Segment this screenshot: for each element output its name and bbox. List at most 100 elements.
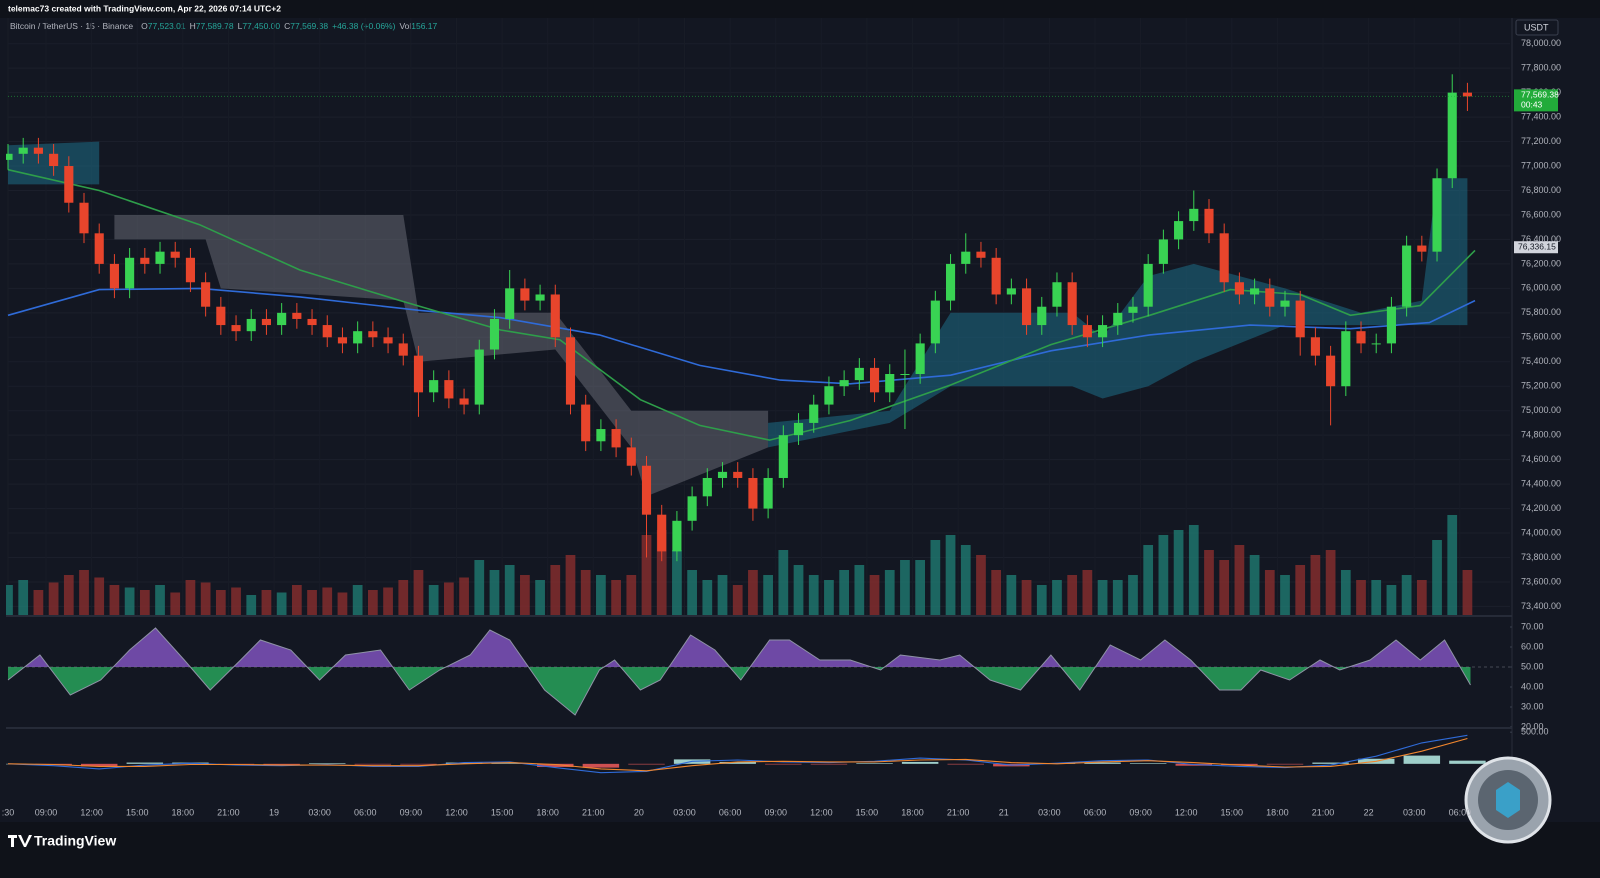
volume-bar [291, 585, 302, 615]
volume-bar [748, 570, 758, 615]
volume-bar [960, 545, 971, 615]
macd-line [7, 734, 1468, 774]
y-tick-label: 20.00 [1521, 721, 1544, 731]
candle-body [976, 251, 986, 258]
macd-histogram-bar [1403, 755, 1441, 764]
currency-box[interactable] [1515, 19, 1559, 36]
macd-histogram-bar [400, 763, 437, 765]
y-tick-label: 60.00 [1521, 641, 1544, 651]
volume-value: 156.17 [411, 21, 437, 31]
macd-histogram-bar [719, 761, 756, 764]
volume-bar [1249, 555, 1260, 615]
candle-body [307, 318, 317, 326]
candle-body [657, 514, 667, 552]
volume-bar [656, 530, 667, 615]
candle-body [231, 325, 241, 332]
candle-body [945, 263, 956, 301]
currency[interactable]: USDT [1524, 22, 1549, 32]
x-tick-label: 09:00 [1129, 807, 1152, 817]
candle-body [505, 288, 515, 319]
candle-body [733, 471, 743, 478]
x-tick-label: 03:00 [308, 807, 331, 817]
y-tick-label: 77,000.00 [1521, 160, 1561, 170]
volume-bar [778, 550, 789, 615]
candle-body [991, 257, 1001, 295]
candle-body [79, 202, 89, 234]
volume-bar [79, 570, 89, 615]
field-label: L [238, 21, 243, 31]
candle-body [1219, 233, 1229, 283]
volume-bar [1036, 585, 1047, 615]
y-tick-label: 74,600.00 [1521, 454, 1561, 464]
x-tick-label: 20 [634, 807, 644, 817]
volume-bar [215, 590, 226, 615]
volume-bar [170, 592, 181, 615]
last-price-label: 77,569.38 [1521, 90, 1559, 100]
volume-bar [139, 590, 150, 615]
volume-bar [322, 587, 333, 615]
volume-bar [6, 585, 13, 615]
candle-body [155, 251, 165, 264]
candle-body [641, 465, 652, 515]
volume-bar [1219, 560, 1230, 615]
x-tick-label: 12:00 [810, 807, 833, 817]
field-value: 77,450.00 [242, 21, 280, 31]
volume-bar [1447, 515, 1458, 615]
volume-bar [991, 570, 1002, 615]
candle-body [413, 355, 424, 393]
macd-histogram-bar [810, 763, 848, 765]
rsi-line [7, 627, 1471, 716]
author-line: telemac73 created with TradingView.com, … [8, 3, 281, 13]
volume-bar [428, 585, 439, 615]
y-tick-label: 40.00 [1521, 681, 1544, 691]
macd-histogram-bar [354, 763, 392, 765]
volume-bar [1006, 575, 1017, 615]
volume-bar [596, 575, 606, 615]
brand: TradingView [8, 833, 116, 849]
volume-bar [94, 577, 105, 615]
countdown: 00:43 [1521, 100, 1543, 110]
x-tick-label: 15:00 [856, 807, 879, 817]
y-tick-label: 70.00 [1521, 621, 1544, 631]
volume-bar [884, 570, 895, 615]
volume-bar [687, 570, 697, 615]
volume-bar [945, 535, 956, 615]
x-tick-label: 22 [1364, 807, 1374, 817]
volume-bar [611, 580, 621, 615]
volume-bar [1112, 580, 1123, 615]
volume-bar [1371, 580, 1382, 615]
volume-bar [1280, 575, 1290, 615]
volume-bar [337, 592, 348, 615]
candle-body [1447, 92, 1457, 179]
header-bar [0, 0, 1600, 18]
candle-body [1098, 325, 1108, 338]
candle-body [353, 331, 363, 344]
y-tick-label: 73,800.00 [1521, 552, 1561, 562]
volume-bar [1340, 570, 1351, 615]
volume-bar [1462, 570, 1473, 615]
candle-body [1386, 306, 1396, 344]
candle-body [322, 325, 332, 338]
candle-body [839, 380, 849, 387]
coin-logo [1464, 756, 1552, 844]
volume-bar [1234, 545, 1245, 615]
volume-bar [763, 575, 773, 615]
volume-bar [520, 575, 530, 615]
volume-bar [1052, 580, 1062, 615]
candle-body [337, 337, 348, 344]
volume-bar [793, 565, 804, 615]
x-tick-label: 03:00 [673, 807, 696, 817]
volume-bar [1325, 550, 1336, 615]
x-tick-label: 18:00 [1266, 807, 1289, 817]
y-tick-label: 76,400.00 [1521, 234, 1561, 244]
signal-line [7, 737, 1468, 772]
x-tick-label: 12:00 [445, 807, 468, 817]
volume-bar [124, 587, 135, 615]
y-tick-label: 77,800.00 [1521, 63, 1561, 73]
y-tick-label: 75,200.00 [1521, 381, 1561, 391]
volume-bar [398, 580, 409, 615]
volume-bar [824, 580, 834, 615]
macd-histogram-bar [1129, 763, 1167, 764]
candle-body [520, 288, 530, 301]
